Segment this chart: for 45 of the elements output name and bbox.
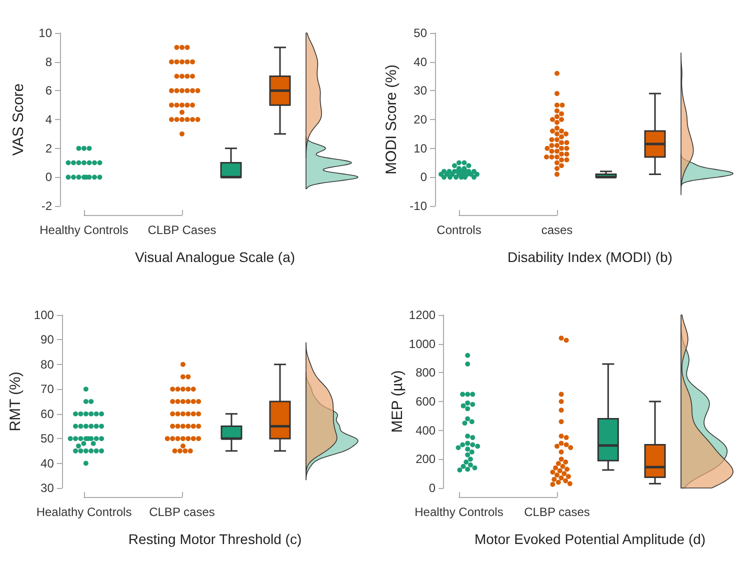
y-tick-label: 6 (45, 84, 52, 98)
x-tick-label: Healthy Controls (414, 505, 504, 519)
y-tick-label: -2 (41, 199, 52, 213)
y-tick-label: 70 (40, 382, 54, 396)
y-tick-label: 80 (40, 357, 54, 372)
y-tick-label: 40 (414, 54, 428, 69)
y-tick-label: 30 (414, 84, 428, 98)
y-tick-label: 0 (428, 481, 436, 495)
y-tick-label: 50 (40, 432, 54, 446)
x-tick-label: CLBP cases (149, 505, 215, 519)
x-tick-label: Healathy Controls (36, 505, 132, 519)
y-tick-label: 1000 (408, 336, 436, 351)
y-tick-label: 10 (38, 26, 52, 40)
y-tick-label: 40 (40, 456, 54, 470)
y-tick-label: 600 (416, 394, 436, 408)
y-tick-label: 0 (420, 170, 428, 184)
x-axis-title: Disability Index (MODI) (b) (508, 249, 672, 265)
y-tick-label: 2 (45, 141, 52, 156)
y-tick-label: 90 (40, 332, 54, 347)
y-tick-label: 100 (34, 308, 54, 322)
x-tick-label: Controls (436, 223, 482, 237)
x-axis-title: Motor Evoked Potential Amplitude (d) (474, 531, 706, 547)
y-tick-label: 400 (416, 423, 436, 438)
y-tick-label: 1200 (408, 308, 436, 322)
y-tick-label: 8 (45, 54, 52, 69)
y-tick-label: 20 (414, 112, 428, 126)
y-tick-label: 60 (40, 406, 54, 421)
x-axis-title: Resting Motor Threshold (c) (128, 531, 302, 547)
x-tick-label: cases (541, 223, 573, 237)
x-tick-label: CLBP cases (524, 505, 590, 519)
y-tick-label: 200 (416, 452, 436, 466)
y-tick-label: -10 (410, 199, 428, 213)
y-tick-label: 0 (45, 170, 52, 184)
x-tick-label: Healthy Controls (40, 223, 128, 237)
x-tick-label: CLBP Cases (148, 223, 216, 237)
y-tick-label: 30 (40, 481, 54, 495)
y-tick-label: 50 (414, 26, 428, 40)
x-axis-title: Visual Analogue Scale (a) (134, 249, 296, 265)
y-axis-title: MODI Score (%) (382, 64, 400, 175)
y-tick-label: 800 (416, 366, 436, 380)
y-axis-title: RMT (%) (7, 372, 24, 432)
y-tick-label: 4 (45, 112, 52, 126)
y-axis-title: VAS Score (10, 83, 27, 156)
y-tick-label: 10 (414, 141, 428, 156)
y-axis-title: MEP (µv) (389, 370, 406, 433)
